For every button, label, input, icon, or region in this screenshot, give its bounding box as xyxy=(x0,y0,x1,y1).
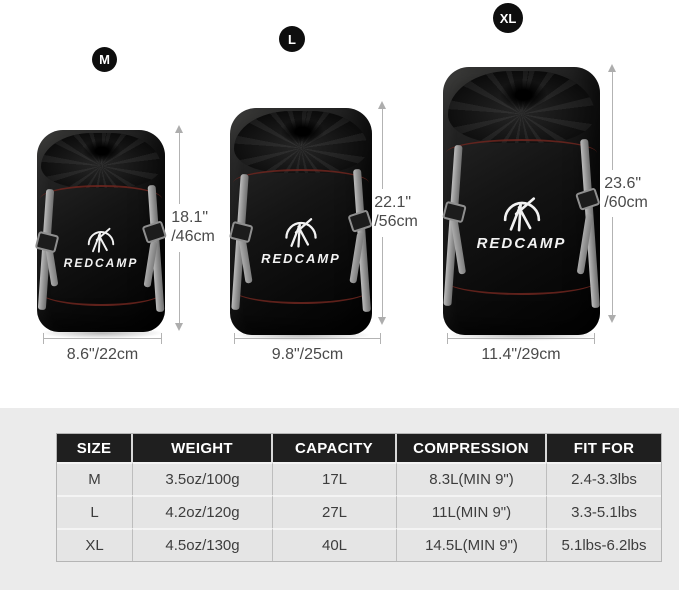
spec-panel: SIZE WEIGHT CAPACITY COMPRESSION FIT FOR… xyxy=(0,408,679,590)
brand-logo-text: REDCAMP xyxy=(63,255,139,270)
sack-lid-dimple xyxy=(281,119,324,145)
arrow-down-icon xyxy=(608,315,616,323)
height-label-xl: 23.6"/60cm xyxy=(604,174,648,211)
compression-sack-m: REDCAMP xyxy=(34,130,168,332)
spec-cell: 40L xyxy=(273,528,397,561)
spec-cell: 5.1lbs-6.2lbs xyxy=(547,528,661,561)
spec-cell: 27L xyxy=(273,495,397,528)
dimension-line xyxy=(381,236,383,317)
spec-cell: 2.4-3.3lbs xyxy=(547,462,661,495)
brand-logo: REDCAMP xyxy=(230,217,372,266)
col-header-weight: WEIGHT xyxy=(133,434,273,462)
sack-lid-dimple xyxy=(83,140,122,163)
spec-cell: XL xyxy=(57,528,133,561)
dimension-line xyxy=(611,72,613,170)
stitch-line xyxy=(232,169,370,183)
col-header-fit-for: FIT FOR xyxy=(547,434,661,462)
spec-row-l: L 4.2oz/120g 27L 11L(MIN 9") 3.3-5.1lbs xyxy=(57,495,661,528)
width-label-xl: 11.4"/29cm xyxy=(481,346,561,363)
spec-cell: L xyxy=(57,495,133,528)
tick-mark xyxy=(43,333,44,344)
spec-table: SIZE WEIGHT CAPACITY COMPRESSION FIT FOR… xyxy=(56,433,662,562)
compression-sack-l: REDCAMP xyxy=(228,108,374,335)
tick-mark xyxy=(447,333,448,344)
tick-mark xyxy=(234,333,235,344)
spec-cell: 14.5L(MIN 9") xyxy=(397,528,547,561)
bag-shadow xyxy=(40,327,164,339)
sack-lid-dimple xyxy=(499,80,547,110)
redcamp-tent-icon xyxy=(87,227,115,253)
stitch-line xyxy=(39,184,163,199)
spec-cell: 17L xyxy=(273,462,397,495)
col-header-compression: COMPRESSION xyxy=(397,434,547,462)
redcamp-tent-icon xyxy=(285,218,317,248)
stitch-line xyxy=(39,291,163,306)
size-badge-xl: XL xyxy=(493,3,523,33)
width-dimension-xl: 11.4"/29cm xyxy=(447,333,595,363)
stitch-line xyxy=(232,289,370,304)
arrow-up-icon xyxy=(378,101,386,109)
dimension-line xyxy=(178,133,180,205)
height-label-l: 22.1"/56cm xyxy=(374,194,418,230)
tick-mark xyxy=(380,333,381,344)
width-label-m: 8.6"/22cm xyxy=(66,346,139,363)
tick-mark xyxy=(594,333,595,344)
stitch-line xyxy=(446,139,597,153)
redcamp-tent-icon xyxy=(503,196,540,232)
arrow-up-icon xyxy=(175,125,183,133)
width-label-l: 9.8"/25cm xyxy=(271,346,344,363)
spec-cell: 8.3L(MIN 9") xyxy=(397,462,547,495)
spec-cell: 4.2oz/120g xyxy=(133,495,273,528)
size-badge-l: L xyxy=(279,26,305,52)
stitch-line xyxy=(446,281,597,296)
arrow-up-icon xyxy=(608,64,616,72)
spec-header-row: SIZE WEIGHT CAPACITY COMPRESSION FIT FOR xyxy=(57,434,661,462)
size-badge-m: M xyxy=(92,47,117,72)
spec-cell: 3.3-5.1lbs xyxy=(547,495,661,528)
dimension-line xyxy=(178,251,180,323)
dimension-line xyxy=(234,338,381,339)
compression-sack-xl: REDCAMP xyxy=(442,67,601,335)
height-label-m: 18.1"/46cm xyxy=(171,209,215,245)
brand-logo: REDCAMP xyxy=(37,227,165,270)
brand-logo-text: REDCAMP xyxy=(261,250,341,266)
dimension-line xyxy=(611,217,613,315)
spec-cell: M xyxy=(57,462,133,495)
spec-cell: 4.5oz/130g xyxy=(133,528,273,561)
spec-row-xl: XL 4.5oz/130g 40L 14.5L(MIN 9") 5.1lbs-6… xyxy=(57,528,661,561)
dimension-line xyxy=(43,338,162,339)
dimension-line xyxy=(447,338,595,339)
spec-cell: 11L(MIN 9") xyxy=(397,495,547,528)
dimension-line xyxy=(381,109,383,190)
col-header-capacity: CAPACITY xyxy=(273,434,397,462)
width-dimension-l: 9.8"/25cm xyxy=(234,333,381,363)
spec-cell: 3.5oz/100g xyxy=(133,462,273,495)
tick-mark xyxy=(161,333,162,344)
spec-row-m: M 3.5oz/100g 17L 8.3L(MIN 9") 2.4-3.3lbs xyxy=(57,462,661,495)
brand-logo: REDCAMP xyxy=(443,196,600,252)
width-dimension-m: 8.6"/22cm xyxy=(43,333,162,363)
arrow-down-icon xyxy=(378,317,386,325)
brand-logo-text: REDCAMP xyxy=(476,234,567,252)
col-header-size: SIZE xyxy=(57,434,133,462)
arrow-down-icon xyxy=(175,323,183,331)
